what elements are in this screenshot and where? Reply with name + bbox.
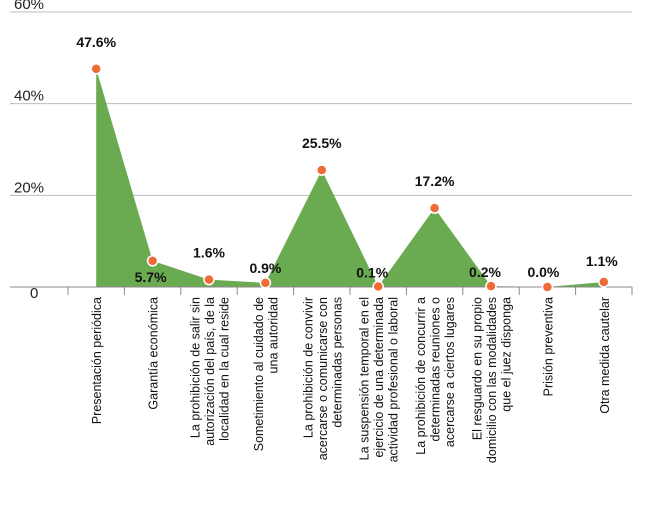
data-label: 47.6% xyxy=(76,34,116,50)
x-tick-label: La prohibición de convivir acercarse o co… xyxy=(301,297,344,460)
x-tick-label: Otra medida cautelar xyxy=(598,297,612,414)
data-point xyxy=(428,202,441,214)
data-point xyxy=(90,63,102,75)
data-label: 0.1% xyxy=(356,265,388,281)
data-label: 1.6% xyxy=(193,245,225,261)
x-tick-label: Presentación periódica xyxy=(90,297,104,424)
x-tick-label: El resguardo en su propio domicilio con l… xyxy=(471,297,514,463)
x-tick-label-line: Presentación periódica xyxy=(90,297,104,424)
x-tick-label: La suspensión temporal en el ejercicio de… xyxy=(358,297,401,462)
x-tick-label-line: Otra medida cautelar xyxy=(598,297,612,414)
x-tick-label: La prohibición de salir sin autorización … xyxy=(189,297,232,446)
data-label: 0.0% xyxy=(527,264,559,280)
y-tick-label: 60% xyxy=(14,0,44,13)
x-tick-label-line: La suspensión temporal en el xyxy=(358,297,372,460)
x-tick-label: Garantía económica xyxy=(147,297,161,410)
data-point xyxy=(598,276,610,288)
x-tick-label-line: localidad en la cual reside xyxy=(218,297,232,441)
data-label: 25.5% xyxy=(302,135,342,151)
x-tick-label-line: acercarse a ciertos lugares xyxy=(443,297,457,447)
x-tick-label-line: El resguardo en su propio xyxy=(471,297,485,440)
x-tick-label-line: Prisión preventiva xyxy=(541,297,555,396)
x-tick-label-line: La prohibición de convivir xyxy=(301,297,315,438)
data-point xyxy=(259,277,272,289)
x-tick-label-line: Sometimiento al cuidado de xyxy=(252,297,266,451)
x-tick-label-line: actividad profesional o laboral xyxy=(387,297,401,462)
data-label: 1.1% xyxy=(586,253,618,269)
data-point xyxy=(146,255,159,267)
y-tick-label: 40% xyxy=(14,88,44,105)
data-label: 0.9% xyxy=(249,260,281,276)
area-series xyxy=(96,68,604,287)
data-point xyxy=(203,273,215,286)
x-tick-label-line: ejercicio de una determinada xyxy=(372,297,386,458)
y-tick-label: 20% xyxy=(14,179,44,196)
y-tick-label: 0 xyxy=(30,285,38,302)
x-tick-label-line: domicilio con las modalidades xyxy=(485,297,499,463)
x-tick-label-line: determinadas reuniones o xyxy=(429,297,443,442)
x-tick-label-line: La prohibición de concurrir a xyxy=(414,297,428,455)
x-tick-label-line: determinadas personas xyxy=(330,297,344,428)
data-point xyxy=(316,164,328,176)
data-label: 0.2% xyxy=(469,264,501,280)
x-tick-label-line: que el juez disponga xyxy=(500,297,514,412)
x-tick-label: Sometimiento al cuidado de una autoridad xyxy=(252,297,281,451)
data-label: 17.2% xyxy=(415,173,455,189)
x-tick-label-line: Garantía económica xyxy=(147,297,161,410)
data-point xyxy=(485,280,497,292)
x-tick-label-line: una autoridad xyxy=(267,297,281,374)
x-tick-label-line: La prohibición de salir sin xyxy=(189,297,203,438)
data-label: 5.7% xyxy=(135,269,167,285)
x-tick-label: Prisión preventiva xyxy=(541,297,555,396)
data-point xyxy=(541,281,554,293)
x-tick-label-line: autorización del país, de la xyxy=(203,297,217,446)
x-tick-label: La prohibición de concurrir a determinada… xyxy=(414,297,457,455)
data-point xyxy=(372,280,384,293)
x-tick-label-line: acercarse o comunicarse con xyxy=(316,297,330,460)
